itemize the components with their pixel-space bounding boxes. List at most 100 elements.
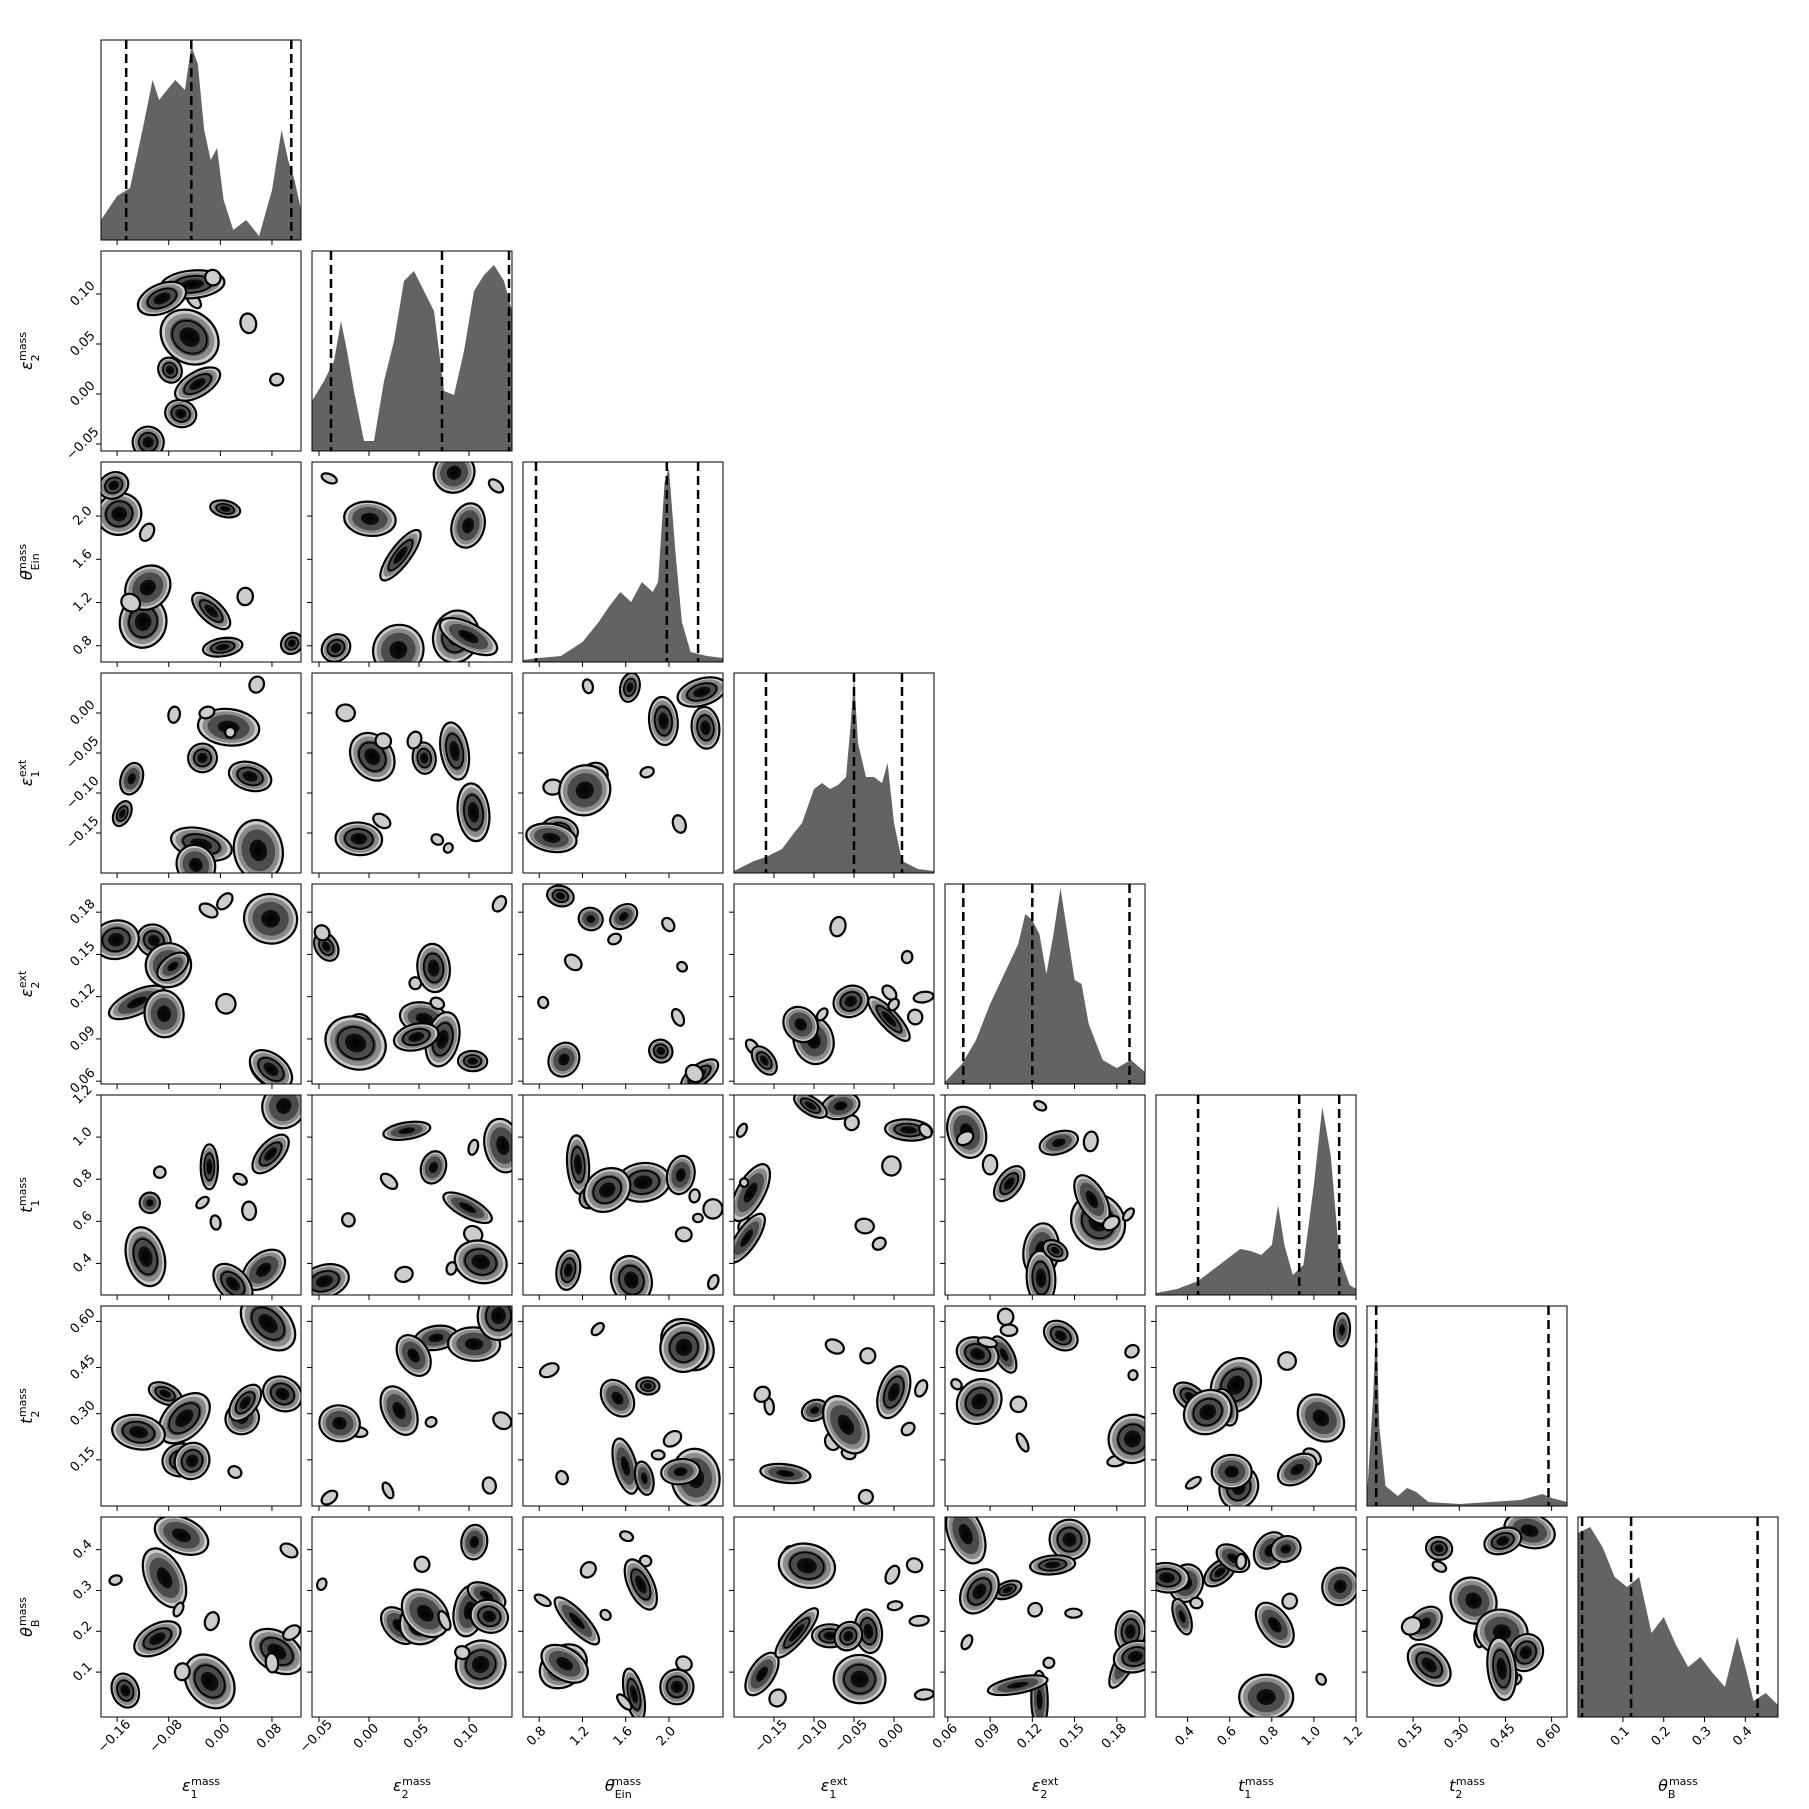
contour-blob xyxy=(1015,1432,1030,1453)
contour-blob xyxy=(912,990,934,1004)
y-tick-label: 0.30 xyxy=(67,1398,98,1429)
contour-blob xyxy=(450,502,486,549)
x-tick-label: 0.30 xyxy=(1441,1721,1472,1752)
panel-frame xyxy=(733,1516,935,1718)
contour-level xyxy=(666,1675,688,1699)
contour-level xyxy=(116,1679,135,1702)
contour-level xyxy=(258,1141,283,1167)
contour-blob xyxy=(1406,1643,1452,1687)
contour-level xyxy=(485,1306,512,1331)
contour-blob xyxy=(248,675,266,694)
contour-blob xyxy=(315,1577,328,1592)
y-axis-label-4-subscript: 2 xyxy=(29,982,42,989)
x-axis-label-6-subscript: 2 xyxy=(1455,1788,1462,1801)
contour-blob xyxy=(108,1574,123,1586)
contour-blob xyxy=(156,951,190,982)
x-tick-label: 1.2 xyxy=(567,1724,592,1749)
contour-blob xyxy=(318,1404,361,1443)
contour-blob xyxy=(659,1668,695,1706)
contour-blob xyxy=(371,623,425,662)
x-axis-label-2-superscript: mass xyxy=(612,1775,641,1788)
panel-frame xyxy=(522,672,724,874)
contour-blob xyxy=(661,916,676,933)
contour-blob xyxy=(159,308,220,366)
contour-blob xyxy=(777,1542,837,1589)
contour-blob xyxy=(706,1273,720,1291)
contour-level xyxy=(387,539,414,572)
panel-frame xyxy=(522,883,724,1085)
contour-blob xyxy=(199,1143,219,1191)
panel-frame xyxy=(522,461,724,663)
contour-blob xyxy=(684,1063,705,1084)
histogram-6 xyxy=(1367,1316,1567,1506)
contour-blob xyxy=(759,1462,812,1485)
panel-frame xyxy=(100,1305,302,1507)
contour-blob xyxy=(793,1095,828,1119)
contour-blob xyxy=(400,1588,451,1639)
contour-level xyxy=(789,1551,825,1580)
contour-blob xyxy=(1254,1601,1295,1648)
contour-blob xyxy=(167,705,181,724)
panel-frame xyxy=(311,250,513,452)
contour-blob xyxy=(1028,1554,1077,1576)
contour-blob xyxy=(1127,1369,1139,1382)
panel-0-0 xyxy=(100,39,302,245)
contour-blob xyxy=(437,1610,452,1631)
contour-blob xyxy=(438,617,499,657)
contour-blob xyxy=(320,472,338,485)
contour-blob xyxy=(483,1117,512,1174)
contour-blob xyxy=(201,636,244,658)
contour-blob xyxy=(1042,1656,1056,1670)
contour-blob xyxy=(379,1385,419,1436)
contour-blob xyxy=(876,1365,912,1420)
contour-blob xyxy=(616,1693,633,1711)
contour-blob xyxy=(659,1321,709,1373)
contour-blob xyxy=(157,356,183,384)
contour-level xyxy=(1047,1243,1064,1258)
contour-blob xyxy=(143,989,185,1039)
panel-2-1 xyxy=(307,461,513,667)
contour-blob xyxy=(1486,1636,1518,1701)
contour-blob xyxy=(183,1653,236,1710)
x-tick-label: 1.6 xyxy=(611,1724,636,1749)
panel-frame xyxy=(1155,1305,1357,1507)
contour-level xyxy=(1038,1558,1067,1572)
contour-level xyxy=(756,1051,773,1070)
panel-1-0: −0.050.000.050.10 xyxy=(64,250,302,463)
panel-frame xyxy=(100,672,302,874)
contour-blob xyxy=(348,731,396,782)
contour-level xyxy=(1056,1526,1083,1553)
panel-7-7: 0.1 0.2 0.3 0.4 xyxy=(1577,1516,1779,1749)
panel-frame xyxy=(944,883,1146,1085)
contour-blob xyxy=(619,1530,635,1543)
y-tick-label: 0.3 xyxy=(70,1578,95,1603)
x-tick-label: 0.3 xyxy=(1689,1724,1714,1749)
contour-level xyxy=(154,1386,176,1402)
x-tick-label: 0.45 xyxy=(1487,1721,1518,1752)
x-axis-label-7-superscript: mass xyxy=(1669,1775,1698,1788)
x-axis-label-5: t1mass xyxy=(1238,1775,1274,1801)
panel-frame xyxy=(100,39,302,241)
x-axis-label-4-superscript: ext xyxy=(1041,1775,1059,1788)
contour-level xyxy=(1156,1568,1181,1588)
contour-blob xyxy=(173,1441,211,1481)
contour-blob xyxy=(476,1306,512,1341)
contour-blob xyxy=(887,997,900,1012)
contour-blob xyxy=(753,1385,771,1403)
y-tick-label: 0.8 xyxy=(70,633,95,658)
y-tick-label: 0.4 xyxy=(70,1251,95,1276)
contour-blob xyxy=(241,1200,258,1222)
contour-level xyxy=(105,500,134,528)
panel-frame xyxy=(311,883,513,1085)
contour-blob xyxy=(609,902,639,931)
panel-2-2 xyxy=(522,461,724,667)
contour-blob xyxy=(1107,1413,1145,1465)
contour-blob xyxy=(900,949,914,965)
x-tick-label: 0.1 xyxy=(1608,1724,1633,1749)
contour-blob xyxy=(688,1188,701,1204)
contour-blob xyxy=(416,942,452,994)
contour-blob xyxy=(312,1263,350,1295)
y-axis-label-1-superscript: mass xyxy=(16,332,29,361)
contour-blob xyxy=(1101,1214,1121,1232)
contour-blob xyxy=(1009,1395,1028,1414)
